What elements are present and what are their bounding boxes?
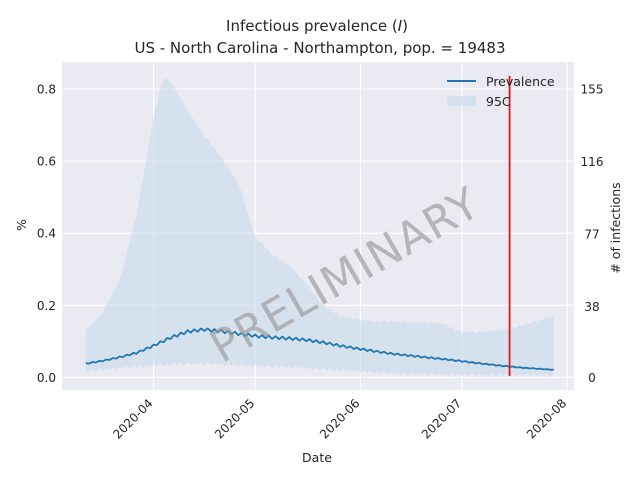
y-tick-label: 0.6 <box>37 155 56 169</box>
x-tick-label: 2020-08 <box>524 396 569 441</box>
y-right-tick-label: 77 <box>584 228 599 242</box>
y-tick-label: 0.0 <box>37 371 56 385</box>
legend: Prevalence 95C <box>447 74 555 109</box>
y-tick-label: 0.2 <box>37 299 56 313</box>
y-tick-label: 0.4 <box>37 227 56 241</box>
prevalence-line <box>85 327 554 371</box>
y-right-tick-label: 116 <box>581 155 604 169</box>
ci-band-group <box>85 78 554 377</box>
x-tick-label: 2020-05 <box>212 396 257 441</box>
y-tick-label: 0.8 <box>37 83 56 97</box>
chart-title-line1: Infectious prevalence (I) <box>226 17 408 35</box>
y-right-tick-label: 38 <box>584 300 599 314</box>
legend-ci-swatch <box>447 96 476 106</box>
y-axis-ticks: 0.0 0.2 0.4 0.6 0.8 <box>37 83 56 385</box>
y-right-axis-ticks: 0 38 77 116 155 <box>581 83 604 385</box>
prevalence-line-group <box>85 327 554 371</box>
y-axis-label: % <box>14 219 29 231</box>
y-right-tick-label: 0 <box>588 371 596 385</box>
x-axis-label: Date <box>302 450 332 465</box>
x-tick-label: 2020-04 <box>110 396 155 441</box>
x-tick-label: 2020-06 <box>317 396 362 441</box>
x-axis-ticks: 2020-04 2020-05 2020-06 2020-07 2020-08 <box>110 396 569 441</box>
legend-ci-label: 95C <box>486 94 511 109</box>
x-tick-label: 2020-07 <box>419 396 464 441</box>
chart-title-line2: US - North Carolina - Northampton, pop. … <box>134 39 505 57</box>
ci-band <box>85 78 554 377</box>
y-right-tick-label: 155 <box>581 83 604 97</box>
legend-prevalence-label: Prevalence <box>486 74 555 89</box>
y-right-axis-label: # of infections <box>608 182 623 273</box>
